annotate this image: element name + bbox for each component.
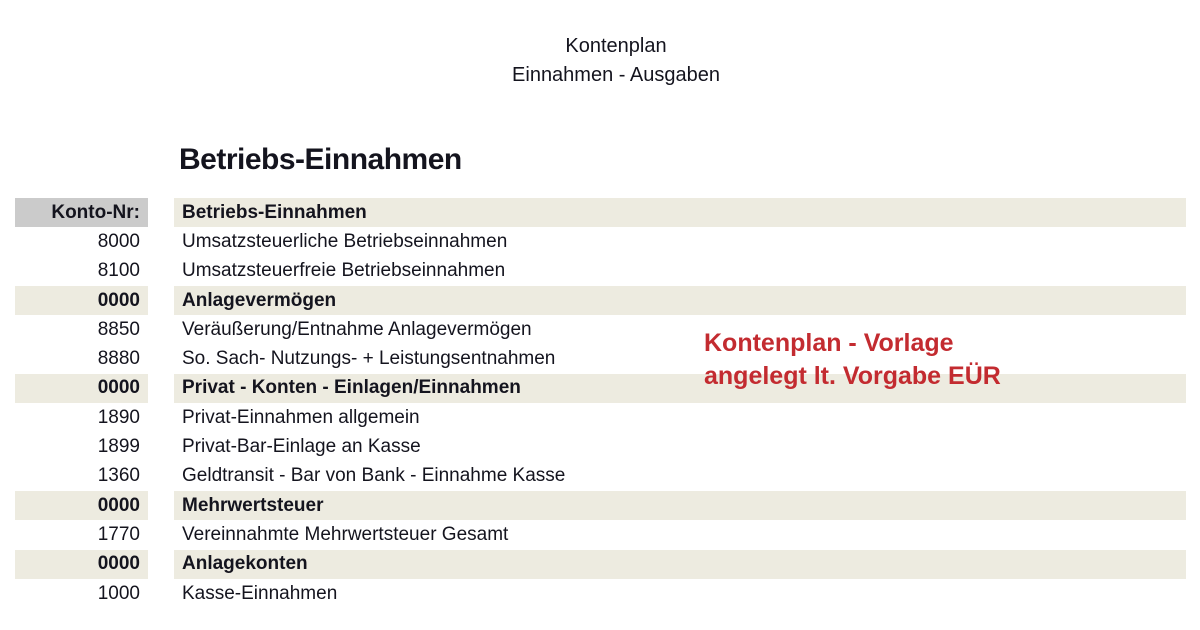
table-row: 8850 Veräußerung/Entnahme Anlagevermögen [0, 315, 1186, 344]
account-name-cell: Privat - Konten - Einlagen/Einnahmen [174, 373, 1186, 404]
konto-nr-cell: 8850 [97, 318, 140, 340]
account-name-cell: Veräußerung/Entnahme Anlagevermögen [182, 318, 532, 340]
table-row: 1000 Kasse-Einnahmen [0, 579, 1186, 608]
document-title: Kontenplan Einnahmen - Ausgaben [512, 32, 720, 90]
konto-nr-cell: 0000 [15, 490, 148, 521]
konto-nr-cell: 1360 [97, 465, 140, 487]
konto-nr-cell: 8880 [97, 348, 140, 370]
account-name-cell: Umsatzsteuerliche Betriebseinnahmen [182, 230, 508, 252]
table-row: 8100 Umsatzsteuerfreie Betriebseinnahmen [0, 257, 1186, 286]
account-name-cell: Kasse-Einnahmen [182, 582, 338, 604]
table-row: 0000 Privat - Konten - Einlagen/Einnahmen [0, 373, 1186, 404]
konto-nr-cell: 1890 [97, 406, 140, 428]
table-row: 1899 Privat-Bar-Einlage an Kasse [0, 432, 1186, 461]
table-row: 0000 Anlagekonten [0, 549, 1186, 579]
account-name-cell: Anlagekonten [174, 549, 1186, 579]
table-row: 0000 Anlagevermögen [0, 285, 1186, 316]
konto-nr-cell: Konto-Nr: [15, 198, 148, 228]
konto-nr-cell: 1000 [97, 582, 140, 604]
annotation-line2: angelegt lt. Vorgabe EÜR [704, 362, 1001, 390]
annotation-line1: Kontenplan - Vorlage [704, 329, 954, 357]
account-name-cell: Geldtransit - Bar von Bank - Einnahme Ka… [182, 465, 566, 487]
doc-title-line2: Einnahmen - Ausgaben [512, 64, 720, 86]
table-row: 8880 So. Sach- Nutzungs- + Leistungsentna… [0, 344, 1186, 373]
konto-nr-cell: 8000 [97, 230, 140, 252]
table-row: 0000 Mehrwertsteuer [0, 490, 1186, 521]
account-name-cell: So. Sach- Nutzungs- + Leistungsentnahmen [182, 348, 556, 370]
account-name-cell: Anlagevermögen [174, 285, 1186, 316]
konto-nr-cell: 0000 [15, 549, 148, 579]
table-row: 1360 Geldtransit - Bar von Bank - Einnahm… [0, 462, 1186, 491]
account-name-cell: Betriebs-Einnahmen [174, 198, 1186, 228]
accounts-table: Konto-Nr: Betriebs-Einnahmen 8000 Umsatzste… [0, 198, 1186, 608]
konto-nr-cell: 1899 [97, 436, 140, 458]
konto-nr-cell: 8100 [97, 260, 140, 282]
table-row: 1770 Vereinnahmte Mehrwertsteuer Gesamt [0, 520, 1186, 549]
table-header-row: Konto-Nr: Betriebs-Einnahmen [0, 198, 1186, 228]
konto-nr-cell: 0000 [15, 285, 148, 316]
annotation-note: Kontenplan - Vorlage angelegt lt. Vorgab… [704, 327, 1001, 393]
konto-nr-cell: 1770 [97, 523, 140, 545]
table-row: 8000 Umsatzsteuerliche Betriebseinnahmen [0, 227, 1186, 256]
konto-nr-cell: 0000 [15, 373, 148, 404]
account-name-cell: Mehrwertsteuer [174, 490, 1186, 521]
table-row: 1890 Privat-Einnahmen allgemein [0, 403, 1186, 432]
account-name-cell: Privat-Bar-Einlage an Kasse [182, 436, 421, 458]
account-name-cell: Vereinnahmte Mehrwertsteuer Gesamt [182, 523, 509, 545]
section-heading: Betriebs-Einnahmen [179, 143, 462, 176]
account-name-cell: Privat-Einnahmen allgemein [182, 406, 420, 428]
doc-title-line1: Kontenplan [565, 35, 667, 57]
account-name-cell: Umsatzsteuerfreie Betriebseinnahmen [182, 260, 506, 282]
